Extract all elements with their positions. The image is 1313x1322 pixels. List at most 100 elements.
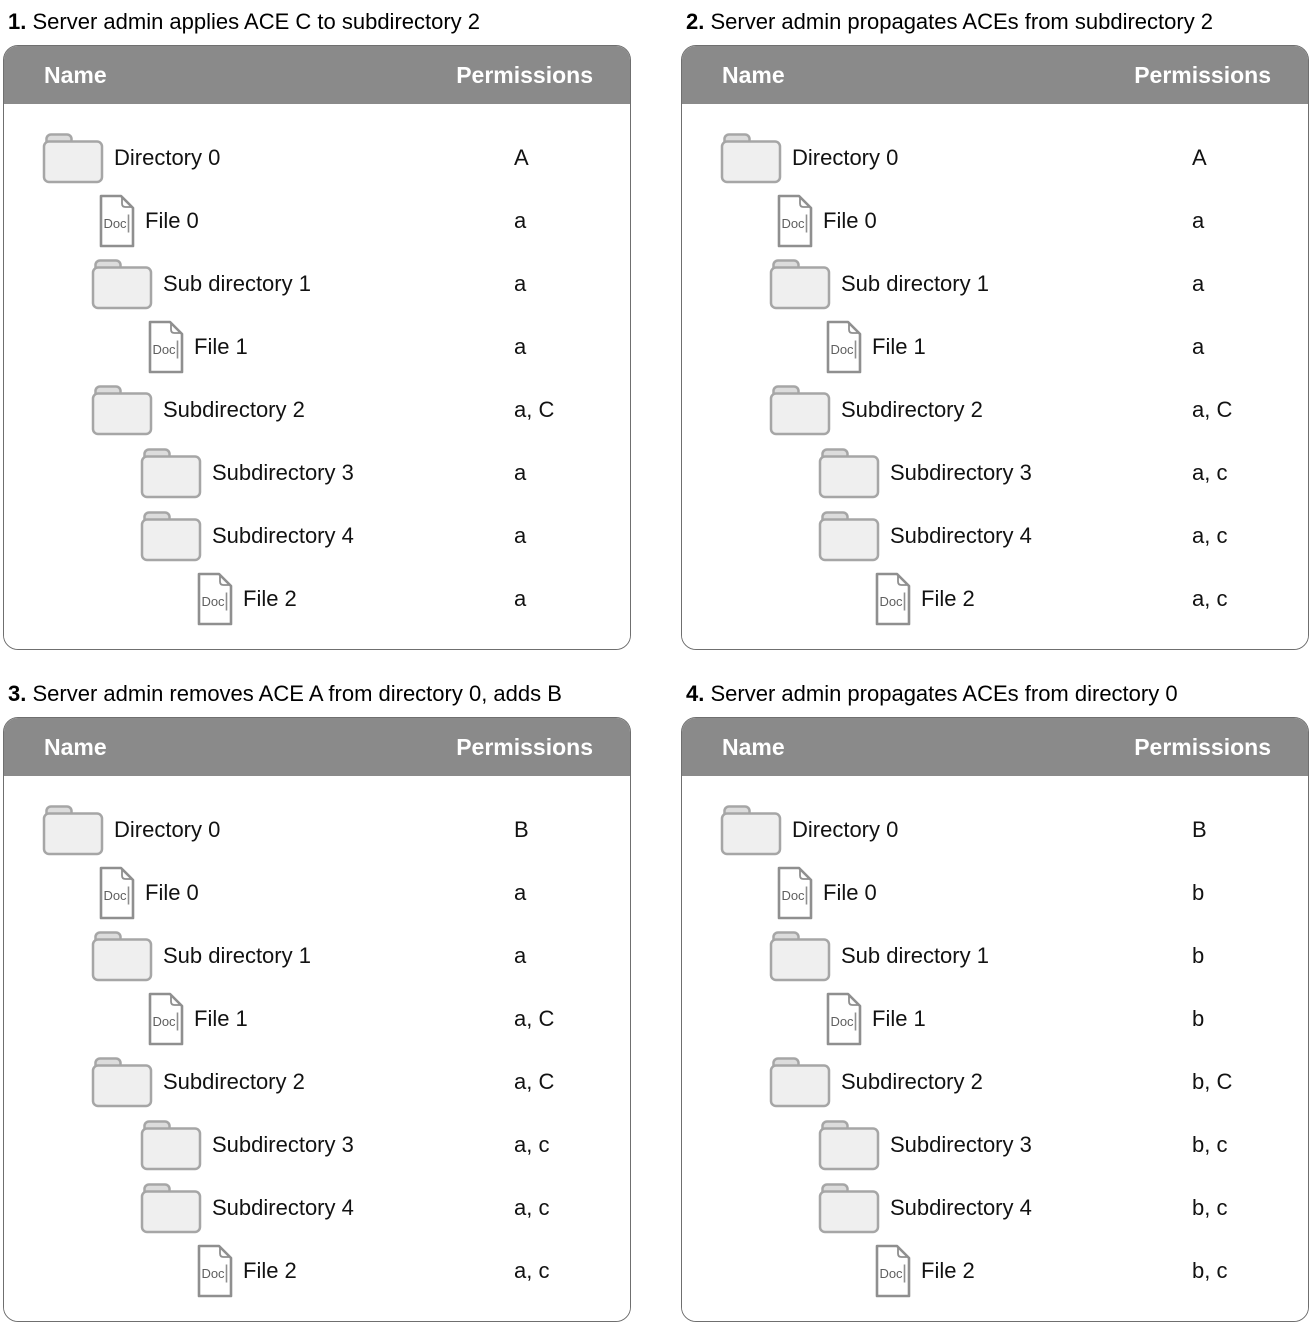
listing-row: Subdirectory 2 a, C — [4, 1050, 630, 1113]
listing-row: Doc File 0 b — [682, 861, 1308, 924]
panel-number: 3. — [8, 681, 27, 706]
item-permissions: a — [514, 207, 527, 233]
listing-row: Subdirectory 2 a, C — [682, 378, 1308, 441]
listing-row: Doc File 1 a — [4, 315, 630, 378]
file-listing-panel: Name Permissions Directory 0 A Doc File … — [681, 45, 1309, 650]
svg-text:Doc: Doc — [103, 216, 127, 231]
listing-row: Subdirectory 3 a — [4, 441, 630, 504]
panel-title: 3. Server admin removes ACE A from direc… — [8, 680, 631, 708]
item-permissions: a — [514, 459, 527, 485]
item-name: Subdirectory 4 — [212, 1194, 354, 1220]
doc-icon: Doc — [148, 992, 184, 1046]
folder-icon — [42, 804, 104, 856]
svg-text:Doc: Doc — [830, 342, 854, 357]
item-name: File 1 — [194, 333, 248, 359]
panel-title-text: Server admin propagates ACEs from direct… — [710, 681, 1178, 706]
panel-title-text: Server admin removes ACE A from director… — [32, 681, 562, 706]
folder-icon — [140, 510, 202, 562]
name-column-header: Name — [722, 733, 785, 760]
folder-icon — [140, 447, 202, 499]
item-permissions: a, c — [1192, 585, 1228, 611]
item-name: Subdirectory 4 — [890, 1194, 1032, 1220]
item-name: File 2 — [921, 1257, 975, 1283]
item-permissions: b — [1192, 942, 1205, 968]
item-permissions: a — [514, 270, 527, 296]
panel-cell: 1. Server admin applies ACE C to subdire… — [3, 8, 631, 650]
item-name: File 1 — [194, 1005, 248, 1031]
panel-title: 4. Server admin propagates ACEs from dir… — [686, 680, 1309, 708]
item-name: Subdirectory 4 — [212, 522, 354, 548]
item-permissions: b — [1192, 879, 1205, 905]
item-permissions: a — [514, 333, 527, 359]
folder-icon — [769, 258, 831, 310]
item-name: Subdirectory 3 — [212, 459, 354, 485]
item-name: Subdirectory 4 — [890, 522, 1032, 548]
svg-text:Doc: Doc — [879, 1266, 903, 1281]
panel-cell: 2. Server admin propagates ACEs from sub… — [681, 8, 1309, 650]
doc-icon: Doc — [777, 866, 813, 920]
panel-number: 2. — [686, 9, 705, 34]
listing-row: Doc File 0 a — [682, 189, 1308, 252]
item-name: Directory 0 — [792, 144, 899, 170]
panel-number: 1. — [8, 9, 27, 34]
doc-icon: Doc — [875, 572, 911, 626]
item-permissions: a — [514, 585, 527, 611]
item-permissions: b — [1192, 1005, 1205, 1031]
folder-icon — [91, 384, 153, 436]
item-permissions: b, c — [1192, 1194, 1228, 1220]
svg-text:Doc: Doc — [830, 1014, 854, 1029]
panel-title-text: Server admin applies ACE C to subdirecto… — [32, 9, 481, 34]
item-name: Sub directory 1 — [163, 270, 311, 296]
file-listing-panel: Name Permissions Directory 0 B Doc File … — [3, 717, 631, 1322]
listing-header: Name Permissions — [682, 718, 1308, 776]
name-column-header: Name — [44, 733, 107, 760]
listing-row: Doc File 2 b, c — [682, 1239, 1308, 1302]
doc-icon: Doc — [875, 1244, 911, 1298]
listing-row: Doc File 2 a, c — [4, 1239, 630, 1302]
item-name: File 2 — [243, 1257, 297, 1283]
item-permissions: b, c — [1192, 1131, 1228, 1157]
listing-row: Subdirectory 3 b, c — [682, 1113, 1308, 1176]
item-permissions: a, C — [1192, 396, 1233, 422]
listing-header: Name Permissions — [4, 46, 630, 104]
folder-icon — [91, 930, 153, 982]
item-permissions: a — [1192, 333, 1205, 359]
folder-icon — [720, 132, 782, 184]
folder-icon — [140, 1182, 202, 1234]
item-name: File 2 — [243, 585, 297, 611]
listing-row: Doc File 1 a, C — [4, 987, 630, 1050]
folder-icon — [91, 258, 153, 310]
svg-text:Doc: Doc — [781, 888, 805, 903]
svg-text:Doc: Doc — [781, 216, 805, 231]
listing-row: Directory 0 A — [682, 126, 1308, 189]
listing-row: Directory 0 B — [682, 798, 1308, 861]
listing-body: Directory 0 B Doc File 0 a Sub directory… — [4, 776, 630, 1321]
file-listing-panel: Name Permissions Directory 0 A Doc File … — [3, 45, 631, 650]
folder-icon — [818, 1119, 880, 1171]
item-permissions: B — [514, 816, 529, 842]
item-name: Subdirectory 2 — [841, 1068, 983, 1094]
doc-icon: Doc — [148, 320, 184, 374]
svg-text:Doc: Doc — [103, 888, 127, 903]
item-permissions: a, c — [514, 1131, 550, 1157]
item-name: Subdirectory 3 — [890, 459, 1032, 485]
folder-icon — [769, 384, 831, 436]
item-name: File 0 — [145, 879, 199, 905]
folder-icon — [818, 1182, 880, 1234]
listing-body: Directory 0 A Doc File 0 a Sub directory… — [682, 104, 1308, 649]
item-permissions: a — [514, 942, 527, 968]
item-permissions: b, c — [1192, 1257, 1228, 1283]
svg-text:Doc: Doc — [879, 594, 903, 609]
item-permissions: a, c — [514, 1194, 550, 1220]
item-name: Directory 0 — [114, 144, 221, 170]
listing-row: Subdirectory 4 a — [4, 504, 630, 567]
folder-icon — [140, 1119, 202, 1171]
panel-title: 1. Server admin applies ACE C to subdire… — [8, 8, 631, 36]
item-permissions: a, c — [514, 1257, 550, 1283]
item-name: Sub directory 1 — [841, 942, 989, 968]
listing-row: Directory 0 A — [4, 126, 630, 189]
doc-icon: Doc — [826, 320, 862, 374]
item-name: File 2 — [921, 585, 975, 611]
permissions-column-header: Permissions — [1134, 733, 1271, 760]
listing-row: Subdirectory 4 a, c — [4, 1176, 630, 1239]
